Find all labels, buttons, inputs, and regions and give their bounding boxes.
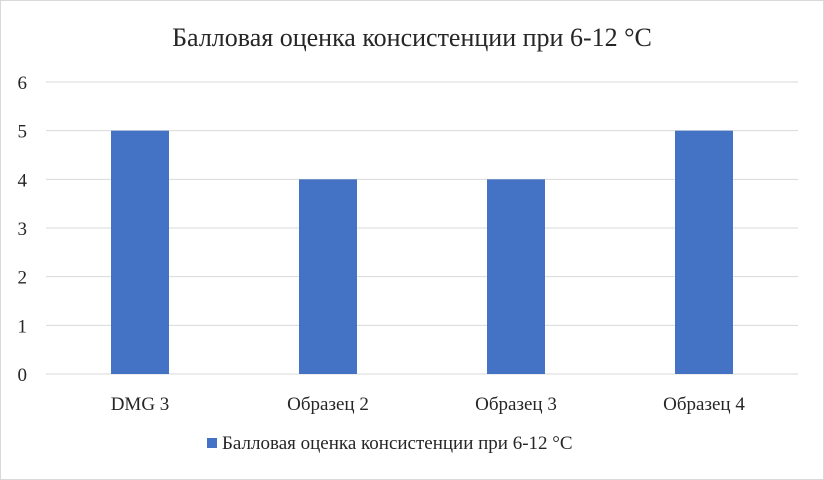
x-axis-ticks: DMG 3 Образец 2 Образец 3 Образец 4 [111,394,746,415]
bar [675,130,733,374]
legend: Балловая оценка консистенции при 6-12 °С [207,433,573,454]
x-tick-label: Образец 4 [663,394,745,415]
y-tick-label: 5 [18,122,28,143]
legend-label: Балловая оценка консистенции при 6-12 °С [222,433,573,454]
gridlines [46,81,798,375]
bar [487,179,545,374]
y-tick-label: 0 [18,365,28,386]
y-tick-label: 1 [18,316,28,337]
y-tick-label: 6 [18,73,28,94]
x-tick-label: DMG 3 [111,394,170,415]
x-tick-label: Образец 3 [475,394,557,415]
y-axis-ticks: 0 1 2 3 4 5 6 [18,73,28,386]
x-tick-label: Образец 2 [287,394,369,415]
y-tick-label: 2 [18,268,28,289]
bar [111,130,169,374]
chart-title: Балловая оценка консистенции при 6-12 °С [172,23,652,52]
y-tick-label: 3 [18,219,28,240]
bars [111,130,733,374]
y-tick-label: 4 [18,170,28,191]
legend-swatch [207,438,217,448]
bar [299,179,357,374]
